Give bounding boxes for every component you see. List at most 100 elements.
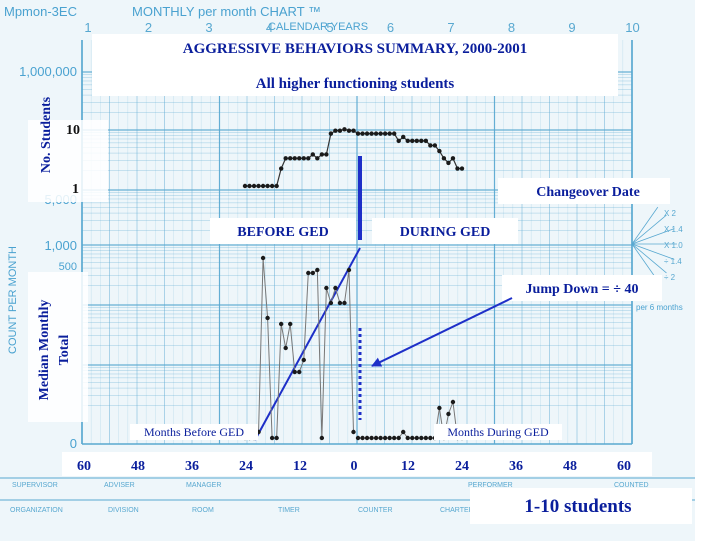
data-point — [369, 131, 374, 136]
data-point — [301, 357, 306, 363]
data-point — [450, 399, 456, 405]
during-ged-label: DURING GED — [400, 225, 491, 240]
data-point — [256, 183, 261, 189]
x-tick-label: 0 — [351, 459, 358, 474]
data-point — [382, 131, 388, 136]
data-point — [405, 435, 410, 441]
data-point — [288, 156, 293, 161]
data-point — [315, 156, 320, 161]
data-point — [315, 267, 320, 273]
y-tick-label: 1,000 — [44, 238, 77, 253]
data-point — [324, 285, 329, 291]
data-point — [396, 435, 401, 441]
data-point — [450, 156, 456, 161]
data-point — [446, 160, 451, 166]
data-point — [387, 131, 392, 136]
data-point — [410, 138, 415, 144]
data-point — [387, 435, 392, 441]
x-tick-label: 24 — [239, 459, 253, 474]
x-tick-label: 24 — [455, 459, 469, 474]
data-point — [292, 369, 297, 375]
x-tick-label: 36 — [509, 459, 523, 474]
footer-label: SUPERVISOR — [12, 482, 58, 489]
top-year-number: 8 — [508, 20, 515, 35]
data-point — [396, 138, 401, 144]
data-point — [441, 156, 447, 161]
median-total-label: Total — [57, 335, 72, 366]
data-point — [459, 166, 465, 171]
data-point — [401, 429, 406, 435]
x-tick-label: 36 — [185, 459, 199, 474]
data-point — [337, 300, 343, 306]
top-year-number: 6 — [387, 20, 394, 35]
median-label-box — [28, 272, 88, 422]
data-point — [360, 131, 365, 136]
bottom-caption: 1-10 students — [524, 496, 631, 517]
data-point — [428, 435, 433, 441]
data-point — [419, 138, 424, 144]
data-point — [278, 321, 284, 327]
footer-label: ORGANIZATION — [10, 507, 63, 514]
data-point — [351, 128, 356, 133]
celeration-ray — [631, 206, 659, 245]
x-tick-label: 48 — [131, 459, 145, 474]
data-point — [342, 127, 347, 132]
data-point — [265, 183, 270, 189]
footer-label: MANAGER — [186, 482, 221, 489]
data-point — [423, 435, 429, 441]
celeration-label: ÷ 2 — [664, 273, 676, 282]
data-point — [455, 166, 460, 171]
data-point — [324, 152, 329, 157]
footer-label: PERFORMER — [468, 482, 513, 489]
data-point — [306, 156, 311, 161]
data-point — [391, 131, 397, 136]
data-point — [333, 128, 338, 133]
data-point — [260, 183, 266, 189]
months-during-box — [434, 424, 562, 440]
top-year-number: 4 — [266, 20, 273, 35]
data-point — [369, 435, 374, 441]
no-students-label: No. Students — [39, 96, 54, 173]
top-year-number: 3 — [205, 20, 212, 35]
data-point — [405, 138, 410, 144]
during-label-box — [372, 218, 518, 244]
chart-name-label: MONTHLY per month CHART ™ — [132, 4, 321, 19]
data-point — [391, 435, 397, 441]
data-point — [242, 183, 248, 189]
data-point — [346, 128, 352, 133]
data-point — [247, 183, 252, 189]
data-point — [428, 143, 433, 148]
data-point — [319, 435, 325, 441]
data-point — [432, 143, 438, 148]
data-point — [378, 435, 383, 441]
data-point — [278, 166, 284, 171]
data-point — [306, 270, 311, 276]
data-point — [297, 156, 302, 161]
top-year-number: 7 — [447, 20, 454, 35]
data-point — [328, 300, 334, 306]
changeover-line — [358, 156, 362, 240]
celeration-ray — [631, 214, 667, 245]
data-point — [337, 128, 343, 133]
data-point — [333, 285, 338, 291]
data-point — [437, 148, 442, 154]
celeration-ray — [631, 228, 675, 245]
chart-subtitle: All higher functioning students — [256, 76, 455, 92]
inset-label-box — [28, 120, 108, 202]
data-point — [310, 270, 316, 276]
data-point — [360, 435, 365, 441]
footer-label: TIMER — [278, 507, 300, 514]
calendar-years-label: CALENDAR YEARS — [268, 21, 368, 33]
data-point — [414, 138, 419, 144]
celeration-label: X 1.0 — [664, 241, 683, 250]
jump-down-label: Jump Down = ÷ 40 — [526, 282, 639, 297]
chart-footer: SUPERVISOR ADVISER MANAGER PERFORMER COUNTED… — [0, 477, 695, 514]
data-point — [310, 152, 316, 157]
data-point — [269, 183, 275, 189]
footer-label: ADVISER — [104, 482, 135, 489]
data-point — [283, 345, 288, 351]
x-tick-label: 12 — [293, 459, 307, 474]
footer-label: COUNTED — [614, 482, 649, 489]
